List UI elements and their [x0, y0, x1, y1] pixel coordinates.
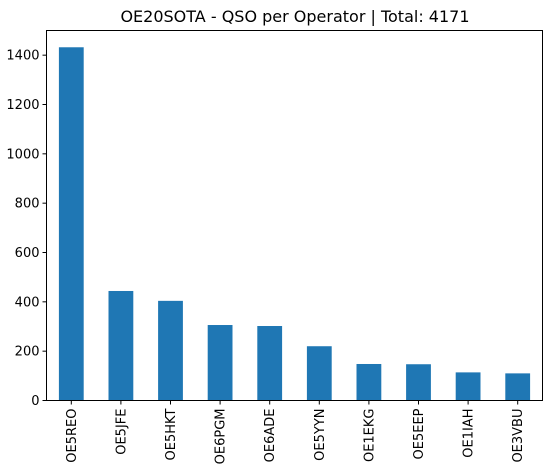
y-tick-label: 1400 — [6, 49, 39, 64]
plot-frame — [46, 30, 543, 401]
x-tick-label: OE1EKG — [362, 409, 377, 463]
y-tick-label: 800 — [15, 197, 40, 212]
bar-oe6pgm — [207, 325, 233, 401]
bar-oe5reo — [58, 47, 84, 401]
y-tick-label: 600 — [15, 246, 40, 261]
x-tick-label: OE6PGM — [214, 409, 229, 465]
x-tick-label: OE5JFE — [114, 409, 129, 455]
bars-group — [58, 47, 531, 401]
x-tick-label: OE1IAH — [462, 408, 477, 457]
y-tick-label: 1200 — [6, 98, 39, 113]
bar-oe5hkt — [158, 300, 183, 401]
y-tick-label: 1000 — [6, 147, 39, 162]
x-tick-label: OE5HKT — [164, 408, 179, 460]
x-tick-label: OE5REO — [65, 409, 80, 463]
y-tick-label: 0 — [31, 394, 39, 409]
x-axis: OE5REO OE5JFE OE5HKT OE6PGM OE6ADE OE5YYN OE1E… — [65, 400, 526, 465]
bar-oe5jfe — [108, 290, 134, 401]
y-tick-label: 200 — [15, 345, 40, 360]
bar-oe5eep — [406, 364, 431, 401]
bar-oe1ekg — [356, 363, 382, 401]
x-tick-label: OE3VBU — [511, 409, 526, 463]
y-tick-label: 400 — [15, 295, 40, 310]
bar-oe1iah — [455, 372, 481, 401]
x-tick-label: OE6ADE — [263, 409, 278, 463]
bar-oe6ade — [257, 326, 283, 401]
x-tick-label: OE5YYN — [313, 409, 328, 461]
bar-oe5yyn — [306, 346, 332, 401]
y-axis: 0 200 400 600 800 1000 1200 1400 — [6, 49, 47, 409]
bar-oe3vbu — [505, 373, 531, 401]
chart-title: OE20SOTA - QSO per Operator | Total: 417… — [120, 7, 469, 26]
x-tick-label: OE5EEP — [412, 408, 427, 459]
